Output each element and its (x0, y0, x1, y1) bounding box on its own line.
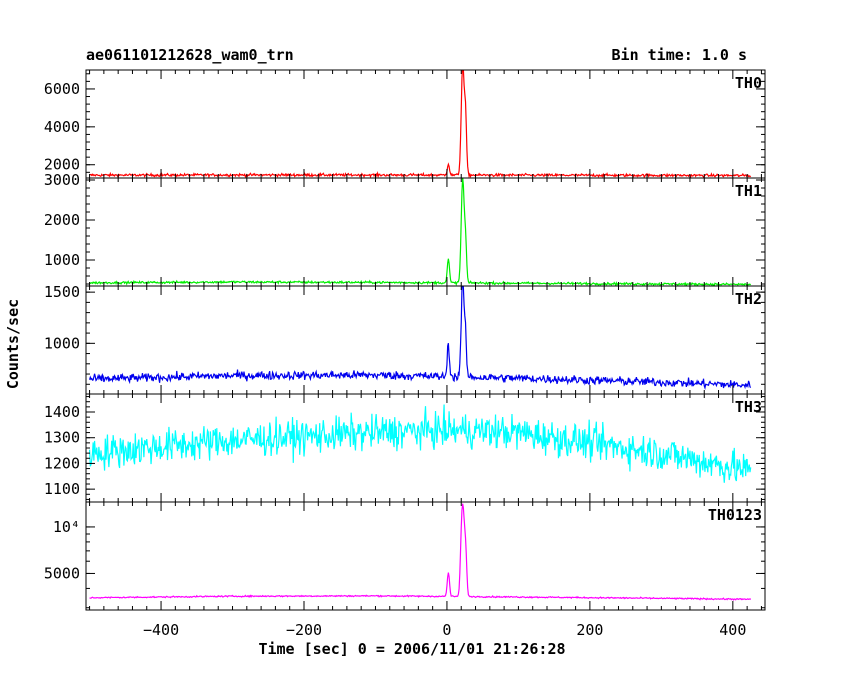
y-tick-label: 10⁴ (53, 518, 80, 536)
y-tick-label: 1200 (44, 454, 80, 472)
x-axis-title: Time [sec] 0 = 2006/11/01 21:26:28 (258, 640, 565, 658)
y-tick-label: 5000 (44, 564, 80, 582)
series-line-th1 (89, 178, 752, 286)
y-tick-label: 1000 (44, 251, 80, 269)
series-line-th0 (89, 70, 752, 178)
series-label-th2: TH2 (735, 290, 762, 308)
panel-frame (85, 177, 766, 287)
x-tick-label: 400 (719, 621, 746, 639)
panel-frame (85, 501, 766, 611)
y-tick-label: 6000 (44, 80, 80, 98)
y-tick-label: 1500 (44, 283, 80, 301)
series-label-th0: TH0 (735, 74, 762, 92)
panel-th2: 1000 1500 TH2 (44, 283, 766, 395)
series-label-th3: TH3 (735, 398, 762, 416)
y-tick-label: 2000 (44, 211, 80, 229)
panel-th0123: 5000 10⁴ TH0123 (44, 501, 766, 611)
panel-th0: 2000 4000 6000 TH0 (44, 69, 766, 179)
panel-th1: 1000 2000 3000 TH1 (44, 171, 766, 287)
y-tick-label: 2000 (44, 156, 80, 174)
x-tick-label: 200 (576, 621, 603, 639)
series-line-th3 (88, 404, 752, 483)
panel-th3: 1100 1200 1300 1400 TH3 (44, 393, 766, 503)
panel-frame (85, 69, 766, 179)
y-tick-label: 3000 (44, 171, 80, 189)
series-line-th2 (88, 286, 752, 390)
y-tick-label: 1400 (44, 403, 80, 421)
y-axis-title: Counts/sec (4, 299, 22, 389)
series-label-th1: TH1 (735, 182, 762, 200)
x-tick-label: 0 (442, 621, 451, 639)
y-tick-label: 1100 (44, 480, 80, 498)
y-tick-label: 1000 (44, 334, 80, 352)
series-label-th0123: TH0123 (708, 506, 762, 524)
x-tick-label: −400 (143, 621, 179, 639)
x-tick-label: −200 (286, 621, 322, 639)
bin-time-label: Bin time: 1.0 s (612, 46, 747, 64)
chart-title: ae061101212628_wam0_trn (86, 46, 294, 64)
y-tick-label: 4000 (44, 118, 80, 136)
y-tick-label: 1300 (44, 429, 80, 447)
series-line-th0123 (89, 503, 752, 601)
